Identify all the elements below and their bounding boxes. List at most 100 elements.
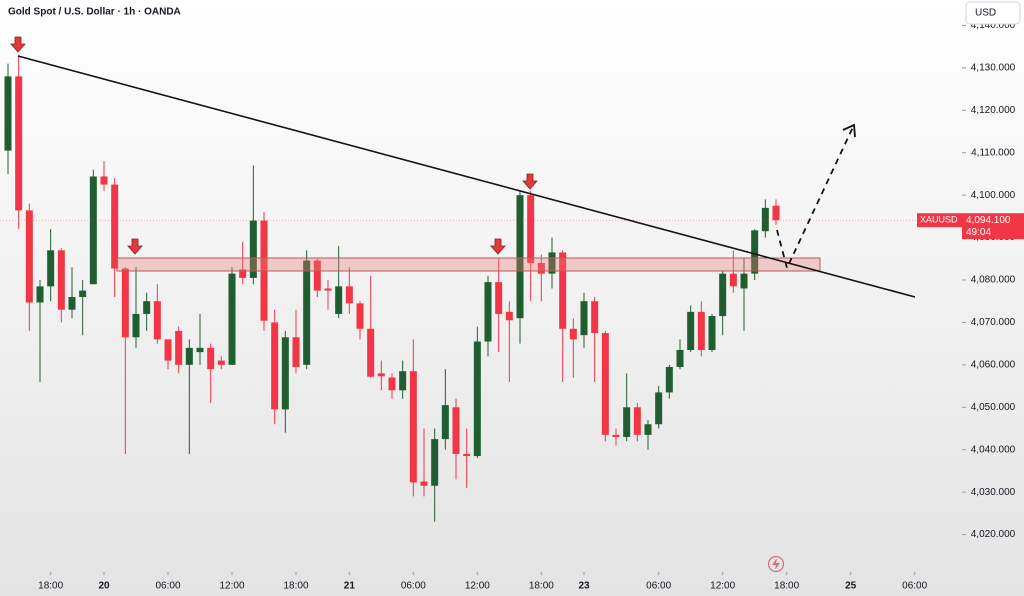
candle-body	[708, 316, 716, 350]
x-tick-label: 21	[344, 581, 356, 592]
candle-body	[580, 301, 588, 336]
candle-body	[271, 322, 279, 410]
candle-body	[569, 328, 577, 340]
y-tick-label: 4,020.000	[971, 529, 1016, 540]
candle-body	[399, 371, 407, 391]
candle-body	[452, 407, 460, 454]
x-tick-label: 06:00	[155, 581, 180, 592]
axes: 4,020.000 4,030.000 4,040.000 4,050.000 4,06…	[38, 20, 1016, 592]
down-arrow	[10, 36, 26, 53]
candle-body	[228, 273, 236, 365]
candle-body	[431, 439, 439, 486]
candle-body	[4, 76, 12, 151]
x-tick-label: 23	[578, 581, 590, 592]
candle-body	[111, 184, 119, 269]
y-tick-label: 4,130.000	[971, 63, 1016, 74]
candle-body	[345, 286, 353, 304]
x-tick-label: 12:00	[710, 581, 735, 592]
x-tick-label: 06:00	[902, 581, 927, 592]
candle-body	[665, 366, 673, 393]
candle-body	[751, 230, 759, 274]
candle-body	[15, 76, 23, 211]
candle-body	[388, 377, 396, 391]
candle-body	[207, 347, 215, 370]
currency-label: USD	[975, 8, 996, 19]
candle-body	[761, 207, 769, 232]
candle-body	[47, 250, 55, 287]
candle-body	[505, 311, 513, 321]
y-tick-label: 4,080.000	[971, 275, 1016, 286]
candle-body	[335, 286, 343, 314]
y-tick-label: 4,060.000	[971, 359, 1016, 370]
candle-body	[356, 303, 364, 329]
candle-body	[377, 373, 385, 377]
x-tick-label: 18:00	[38, 581, 63, 592]
candle-body	[612, 434, 620, 437]
y-tick-label: 4,120.000	[971, 105, 1016, 116]
signal-arrows	[10, 36, 538, 255]
x-tick-label: 06:00	[401, 581, 426, 592]
candle-body	[281, 337, 289, 410]
y-tick-label: 4,050.000	[971, 402, 1016, 413]
down-arrow	[490, 238, 506, 255]
y-tick-label: 4,100.000	[971, 190, 1016, 201]
y-tick-label: 4,110.000	[971, 147, 1015, 158]
candle-body	[292, 337, 300, 367]
symbol-box	[917, 213, 962, 228]
candle-body	[729, 273, 737, 287]
candle-body	[303, 260, 311, 365]
candle-body	[79, 290, 87, 297]
candle-body	[697, 311, 705, 350]
candle-body	[324, 288, 332, 291]
candle-body	[57, 250, 65, 310]
candle-body	[121, 268, 129, 338]
x-tick-label: 18:00	[529, 581, 554, 592]
candle-body	[100, 176, 108, 185]
x-tick-label: 12:00	[219, 581, 244, 592]
y-tick-label: 4,040.000	[971, 444, 1016, 455]
candle-body	[644, 424, 652, 435]
candle-body	[249, 220, 257, 278]
last-price-box	[962, 213, 1024, 240]
down-arrow	[522, 173, 538, 190]
candle-body	[601, 333, 609, 435]
projection-arrowhead	[842, 123, 856, 138]
currency-button[interactable]	[965, 1, 1021, 25]
y-tick-label: 4,030.000	[971, 487, 1016, 498]
chart-title: Gold Spot / U.S. Dollar · 1h · OANDA	[8, 7, 181, 18]
candle-body	[655, 392, 663, 425]
candle-body	[484, 282, 492, 342]
candle-body	[409, 371, 417, 483]
price-tag: XAUUSD 4,094.100 49:04	[917, 213, 1024, 240]
x-tick-label: 25	[845, 581, 857, 592]
candle-body	[495, 282, 503, 314]
candle-body	[420, 481, 428, 486]
candle-body	[36, 286, 44, 303]
x-tick-label: 18:00	[774, 581, 799, 592]
event-icon[interactable]	[767, 555, 785, 573]
candle-body	[548, 252, 556, 274]
x-tick-label: 20	[98, 581, 110, 592]
x-tick-label: 12:00	[465, 581, 490, 592]
candle-body	[633, 407, 641, 435]
candle-body	[772, 205, 780, 221]
candle-body	[239, 269, 247, 278]
candle-body	[687, 311, 695, 350]
candle-body	[196, 347, 204, 353]
down-arrow	[127, 238, 143, 255]
candle-body	[175, 330, 183, 365]
last-price-label: 4,094.100	[966, 215, 1011, 226]
candle-body	[313, 260, 321, 291]
candle-body	[441, 405, 449, 440]
trend-line	[17, 55, 916, 298]
candle-body	[153, 301, 161, 340]
countdown-label: 49:04	[966, 227, 991, 238]
candle-body	[559, 252, 567, 329]
event-icon-bolt	[772, 558, 780, 570]
candle-body	[537, 263, 545, 274]
candle-body	[89, 176, 97, 285]
candle-body	[217, 360, 225, 365]
resistance-zone	[116, 257, 821, 272]
projection-path	[776, 126, 854, 271]
